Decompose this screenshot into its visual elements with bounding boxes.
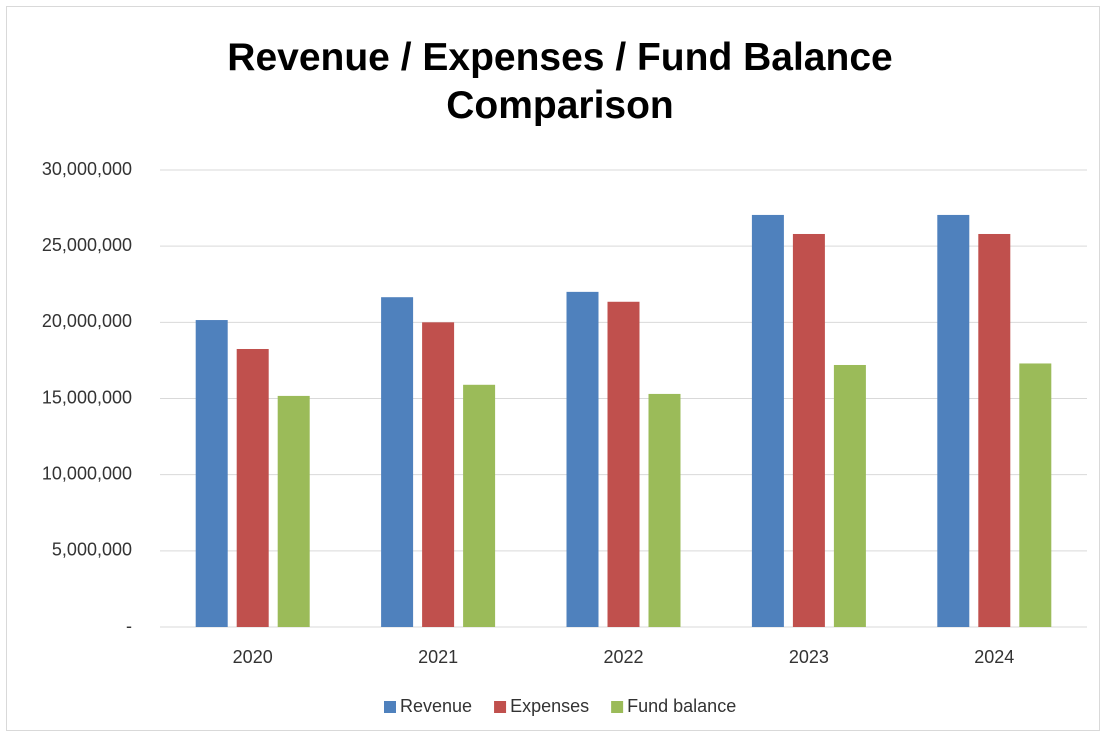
y-tick-label: 5,000,000 (52, 540, 132, 560)
y-tick-label: 10,000,000 (42, 463, 132, 483)
x-tick-label: 2023 (789, 647, 829, 667)
bar (566, 291, 599, 627)
bar (463, 384, 496, 627)
legend-swatch (494, 701, 507, 713)
y-tick-label: 15,000,000 (42, 387, 132, 407)
y-tick-label: - (126, 616, 132, 636)
legend-label: Fund balance (627, 696, 736, 716)
legend-swatch (384, 701, 396, 713)
bar (236, 348, 269, 627)
bar (978, 233, 1011, 628)
legend-label: Revenue (400, 696, 472, 716)
x-tick-label: 2021 (418, 647, 458, 667)
bar (381, 297, 414, 627)
bar (1019, 363, 1052, 627)
x-tick-label: 2024 (974, 647, 1014, 667)
bar (607, 301, 640, 627)
y-tick-label: 20,000,000 (42, 311, 132, 331)
bar (648, 393, 681, 627)
legend-label: Expenses (510, 696, 589, 716)
x-tick-label: 2022 (603, 647, 643, 667)
bar (751, 214, 784, 627)
chart-border (6, 6, 1100, 731)
chart-title: Revenue / Expenses / Fund Balance Compar… (227, 36, 893, 127)
bar (422, 322, 455, 627)
bar (792, 233, 825, 628)
bar (833, 364, 866, 627)
x-tick-label: 2020 (233, 647, 273, 667)
legend-swatch (611, 701, 624, 713)
bar (937, 214, 970, 627)
y-tick-label: 30,000,000 (42, 159, 132, 179)
y-tick-label: 25,000,000 (42, 235, 132, 255)
bar (277, 395, 310, 627)
bar (195, 320, 228, 627)
